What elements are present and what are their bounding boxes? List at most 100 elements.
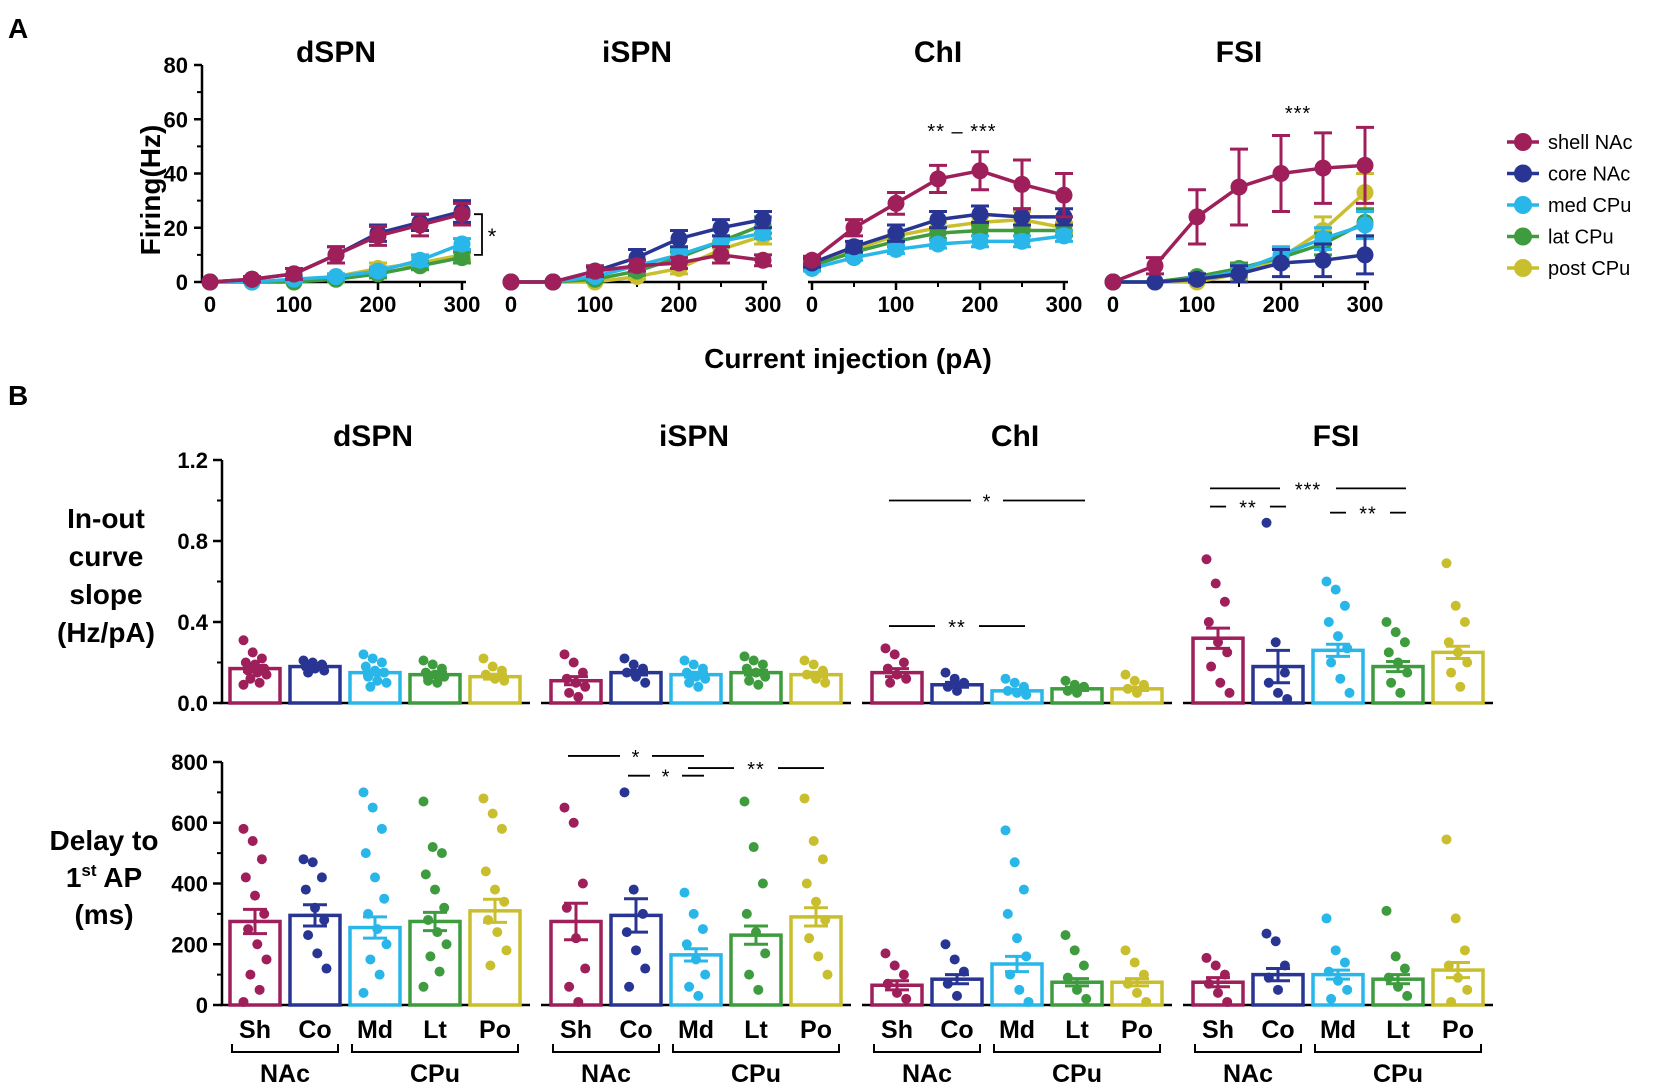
bar-md xyxy=(990,825,1044,1007)
y-tick-label: 40 xyxy=(164,162,188,187)
bar-co xyxy=(930,667,984,705)
bar-lt xyxy=(1371,905,1425,1007)
data-dot xyxy=(693,990,704,1001)
panel-label-a: A xyxy=(8,13,28,44)
bar-po xyxy=(468,793,522,1007)
data-dot xyxy=(427,842,438,853)
data-dot xyxy=(365,681,376,692)
data-dot xyxy=(372,675,383,686)
data-dot xyxy=(684,677,695,688)
data-dot xyxy=(681,939,692,950)
data-dot xyxy=(254,677,265,688)
data-point xyxy=(845,238,863,256)
data-dot xyxy=(880,948,891,959)
x-tick-label: 200 xyxy=(661,292,698,317)
data-dot xyxy=(1014,984,1025,995)
data-dot xyxy=(1462,657,1473,668)
data-dot xyxy=(1323,617,1334,627)
data-point xyxy=(243,270,261,288)
data-dot xyxy=(1399,637,1410,648)
data-dot xyxy=(889,960,900,971)
group-bracket-nac xyxy=(552,1044,660,1053)
data-dot xyxy=(238,996,249,1007)
data-dot xyxy=(901,993,912,1004)
group-bracket-cpu xyxy=(993,1044,1161,1053)
data-dot xyxy=(1261,517,1272,528)
category-label: Co xyxy=(1261,1016,1294,1044)
data-dot xyxy=(1132,987,1142,998)
y-tick-label: 0 xyxy=(196,993,208,1018)
y-tick-label: 800 xyxy=(171,750,208,775)
bar-md xyxy=(990,673,1044,705)
data-dot xyxy=(319,914,330,925)
group-label-cpu: CPu xyxy=(1373,1060,1423,1088)
data-point xyxy=(929,170,947,188)
data-dot xyxy=(561,902,572,913)
data-dot xyxy=(1129,957,1140,968)
data-dot xyxy=(381,677,392,688)
legend-item: post CPu xyxy=(1507,258,1630,280)
data-point xyxy=(453,205,471,223)
data-point xyxy=(670,254,688,272)
data-dot xyxy=(688,659,699,670)
data-point xyxy=(1314,159,1332,177)
bar-lt xyxy=(1050,675,1104,705)
bar-md xyxy=(1311,576,1365,705)
data-dot xyxy=(360,848,371,859)
bar-po xyxy=(1431,834,1485,1007)
data-dot xyxy=(1222,647,1233,658)
data-dot xyxy=(478,793,489,804)
significance-label: *** xyxy=(1295,479,1321,501)
data-point xyxy=(1230,265,1248,283)
x-tick-label: 300 xyxy=(1347,292,1384,317)
row2-label-line3: (ms) xyxy=(74,899,133,930)
data-dot xyxy=(238,635,249,646)
group-bracket-nac xyxy=(873,1044,981,1053)
data-dot xyxy=(1344,687,1355,698)
data-point xyxy=(1314,251,1332,269)
data-dot xyxy=(307,857,318,868)
column-title-chi: ChI xyxy=(991,420,1039,453)
series-shell-nac xyxy=(803,150,1073,269)
data-dot xyxy=(679,887,690,898)
data-point xyxy=(1013,175,1031,193)
data-point xyxy=(1055,186,1073,204)
data-point xyxy=(971,162,989,180)
column-title-ispn: iSPN xyxy=(659,420,729,453)
data-dot xyxy=(1339,600,1350,611)
data-dot xyxy=(1330,945,1341,956)
bar-sh xyxy=(1191,952,1245,1007)
significance-label: ** xyxy=(1239,498,1257,520)
data-dot xyxy=(367,653,378,664)
bar-md xyxy=(1311,913,1365,1007)
data-dot xyxy=(1462,984,1473,995)
data-point xyxy=(411,251,429,269)
data-point xyxy=(1356,216,1374,234)
significance-bracket: ** xyxy=(1210,498,1286,520)
data-dot xyxy=(1321,576,1332,587)
bar-row-slope: 0.00.40.81.2******** ** xyxy=(177,448,1493,716)
legend-item: med CPu xyxy=(1507,195,1631,217)
data-point xyxy=(1356,246,1374,264)
line-subplot-dspn: dSPN 0 100 200 300 0 20 40 60 80 * xyxy=(164,36,497,317)
data-dot xyxy=(1333,631,1343,642)
data-dot xyxy=(367,802,378,813)
category-label: Md xyxy=(1320,1016,1356,1044)
data-dot xyxy=(1381,905,1392,916)
row2-label-line2-main: 1 xyxy=(66,862,82,893)
data-dot xyxy=(898,969,909,980)
bar-subplot-dspn: Sh Co Md Lt Po NAc CPu xyxy=(220,787,530,1088)
data-dot xyxy=(804,933,815,944)
bar-sh xyxy=(549,649,603,705)
data-dot xyxy=(619,653,630,664)
bar-po xyxy=(1110,945,1164,1007)
data-dot xyxy=(697,924,708,935)
group-label-nac: NAc xyxy=(581,1060,631,1088)
data-dot xyxy=(1330,584,1341,595)
category-label: Lt xyxy=(423,1016,447,1044)
category-label: Md xyxy=(678,1016,714,1044)
significance-label: ** xyxy=(747,759,765,781)
x-tick-label: 0 xyxy=(806,292,818,317)
